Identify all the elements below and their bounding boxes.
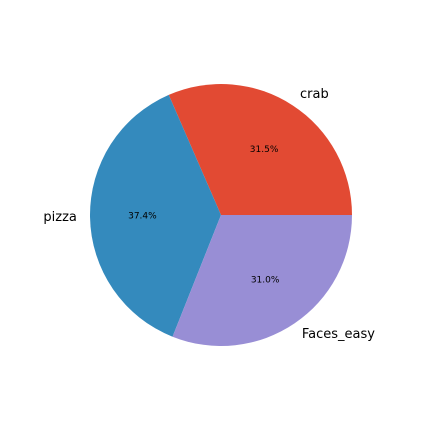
pie-slices [90,84,352,346]
category-label: Faces_easy [302,327,375,342]
pie-slice-faces-easy [172,215,352,346]
percentage-label: 37.4% [128,212,157,222]
pie-slice-pizza [90,94,221,337]
category-label: pizza [43,210,76,225]
pie-labels: crab 31.5% pizza 37.4% Faces_easy 31.0% [43,87,375,342]
pie-slice-crab [168,84,352,215]
percentage-label: 31.0% [251,276,280,286]
category-label: crab [300,87,329,102]
percentage-label: 31.5% [250,145,279,155]
